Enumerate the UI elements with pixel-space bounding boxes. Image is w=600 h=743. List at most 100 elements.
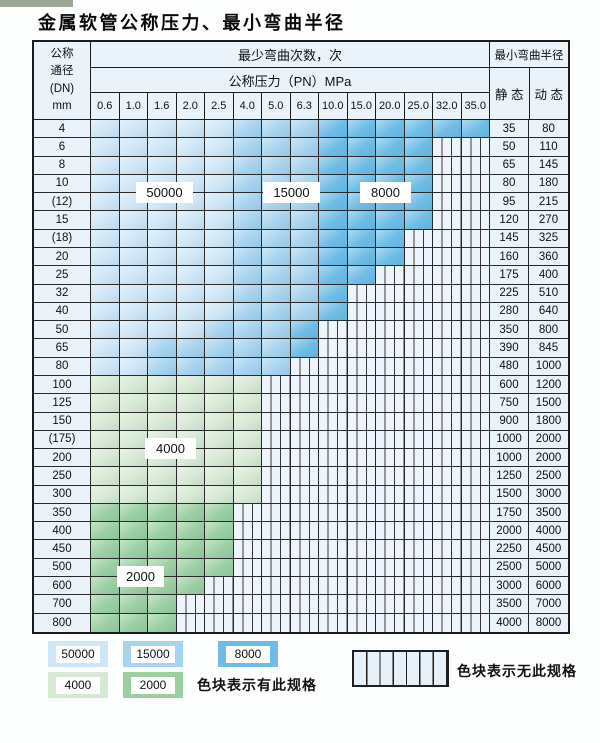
- pn-cell-cycles-50000: [148, 247, 177, 267]
- pn-tick-row: 0.6 1.0 1.6 2.0 2.5 4.0 5.0 6.3 10.0 15.0 20.0 25.0…: [91, 93, 489, 119]
- legend-no-spec-swatch: [352, 650, 449, 687]
- pn-cell-no-spec: [404, 467, 433, 486]
- dn-cell: 65: [34, 339, 91, 358]
- pn-cell-cycles-2000: [91, 613, 120, 632]
- static-radius-cell: 750: [490, 394, 529, 413]
- pn-cell-no-spec: [404, 613, 433, 632]
- pn-cell-no-spec: [461, 577, 490, 596]
- pn-cell-no-spec: [290, 595, 319, 614]
- pn-cell-no-spec: [319, 412, 348, 431]
- pn-cell-cycles-4000: [91, 412, 120, 431]
- pn-cell-no-spec: [433, 229, 462, 248]
- zone-label-8000: 8000: [360, 182, 411, 203]
- pn-cell-cycles-50000: [176, 229, 205, 248]
- legend-swatch-50000: 50000: [48, 641, 108, 667]
- pn-cell-cycles-50000: [119, 302, 148, 322]
- pn-cell-cycles-4000: [176, 467, 205, 486]
- pn-cell-no-spec: [205, 595, 234, 614]
- pn-cell-cycles-50000: [119, 138, 148, 157]
- table-row: 450 2250 4500: [34, 540, 568, 559]
- pn-cell-cycles-8000: [404, 156, 433, 175]
- pn-cell-no-spec: [433, 375, 462, 395]
- pn-cell-cycles-15000: [262, 321, 291, 340]
- pn-cell-no-spec: [176, 613, 205, 632]
- table-row: 15 120 270: [34, 211, 568, 230]
- dynamic-radius-cell: 1000: [529, 357, 568, 376]
- table-row: 350 1750 3500: [34, 503, 568, 523]
- pn-cell-cycles-15000: [262, 266, 291, 285]
- dynamic-radius-cell: 3500: [529, 503, 568, 523]
- pn-cell-cycles-15000: [262, 156, 291, 175]
- zone-label-4000: 4000: [145, 438, 196, 459]
- pn-cell-no-spec: [376, 394, 405, 413]
- pn-cell-cycles-2000: [91, 540, 120, 559]
- table-row: 250 1250 2500: [34, 467, 568, 486]
- min-bend-cycles-header: 最少弯曲次数，次: [91, 42, 489, 68]
- pn-cell-no-spec: [404, 302, 433, 322]
- static-radius-cell: 145: [490, 229, 529, 248]
- pn-cell-cycles-2000: [148, 613, 177, 632]
- pn-cell-no-spec: [376, 339, 405, 358]
- pn-cell-cycles-4000: [119, 430, 148, 450]
- pn-cell-cycles-8000: [290, 339, 319, 358]
- static-radius-cell: 600: [490, 375, 529, 395]
- pn-cell-no-spec: [433, 449, 462, 468]
- pn-cell-no-spec: [347, 595, 376, 614]
- pn-tick: 25.0: [404, 93, 433, 119]
- legend-swatch-label: 2000: [131, 676, 175, 694]
- pn-cell-cycles-15000: [262, 138, 291, 157]
- pn-cell-cycles-15000: [262, 211, 291, 230]
- pn-cell-no-spec: [376, 284, 405, 303]
- pn-cell-cycles-15000: [233, 302, 262, 322]
- legend-swatch-2000: 2000: [123, 672, 183, 698]
- pn-cell-cycles-8000: [376, 211, 405, 230]
- pn-cell-cycles-50000: [176, 138, 205, 157]
- pn-cell-no-spec: [376, 503, 405, 523]
- pn-cell-cycles-2000: [148, 503, 177, 523]
- pn-cell-no-spec: [433, 522, 462, 541]
- pn-cell-cycles-4000: [233, 375, 262, 395]
- pn-cell-cycles-15000: [233, 247, 262, 267]
- pn-cell-no-spec: [461, 449, 490, 468]
- pn-cell-no-spec: [433, 266, 462, 285]
- pn-cell-cycles-2000: [176, 540, 205, 559]
- dn-cell: 500: [34, 558, 91, 578]
- pn-cell-no-spec: [461, 211, 490, 230]
- pn-cell-cycles-8000: [347, 266, 376, 285]
- pn-cell-cycles-2000: [119, 613, 148, 632]
- pn-cell-cycles-8000: [347, 229, 376, 248]
- pn-cell-cycles-50000: [91, 302, 120, 322]
- pn-cell-cycles-4000: [205, 485, 234, 504]
- dn-column-header: 公称 通径 (DN) mm: [34, 42, 91, 119]
- pn-cell-no-spec: [433, 430, 462, 450]
- pn-cell-cycles-50000: [119, 266, 148, 285]
- table-header: 公称 通径 (DN) mm 最少弯曲次数，次 公称压力（PN）MPa 0.6 1.…: [34, 42, 568, 120]
- pn-cell-no-spec: [404, 229, 433, 248]
- dynamic-radius-cell: 145: [529, 156, 568, 175]
- pn-cell-cycles-50000: [91, 193, 120, 212]
- static-radius-cell: 900: [490, 412, 529, 431]
- pn-cell-no-spec: [347, 339, 376, 358]
- pn-cell-cycles-8000: [319, 156, 348, 175]
- pn-cell-no-spec: [404, 247, 433, 267]
- static-radius-cell: 120: [490, 211, 529, 230]
- pn-tick: 1.0: [119, 93, 148, 119]
- pn-cell-cycles-8000: [347, 156, 376, 175]
- static-radius-cell: 1500: [490, 485, 529, 504]
- dynamic-radius-cell: 510: [529, 284, 568, 303]
- static-dynamic-header-row: 静 态 动 态: [490, 68, 568, 119]
- zone-label-2000: 2000: [117, 566, 164, 587]
- pn-cell-cycles-4000: [91, 394, 120, 413]
- pn-cell-cycles-4000: [205, 449, 234, 468]
- pn-cell-no-spec: [290, 430, 319, 450]
- pn-cell-cycles-8000: [376, 120, 405, 139]
- pn-tick: 6.3: [290, 93, 319, 119]
- pn-cell-no-spec: [290, 485, 319, 504]
- dynamic-radius-cell: 4000: [529, 522, 568, 541]
- pn-cell-no-spec: [404, 284, 433, 303]
- pn-cell-no-spec: [433, 138, 462, 157]
- pn-cell-no-spec: [347, 540, 376, 559]
- pn-cell-cycles-15000: [148, 357, 177, 376]
- pn-cell-cycles-50000: [91, 321, 120, 340]
- pn-cell-no-spec: [433, 577, 462, 596]
